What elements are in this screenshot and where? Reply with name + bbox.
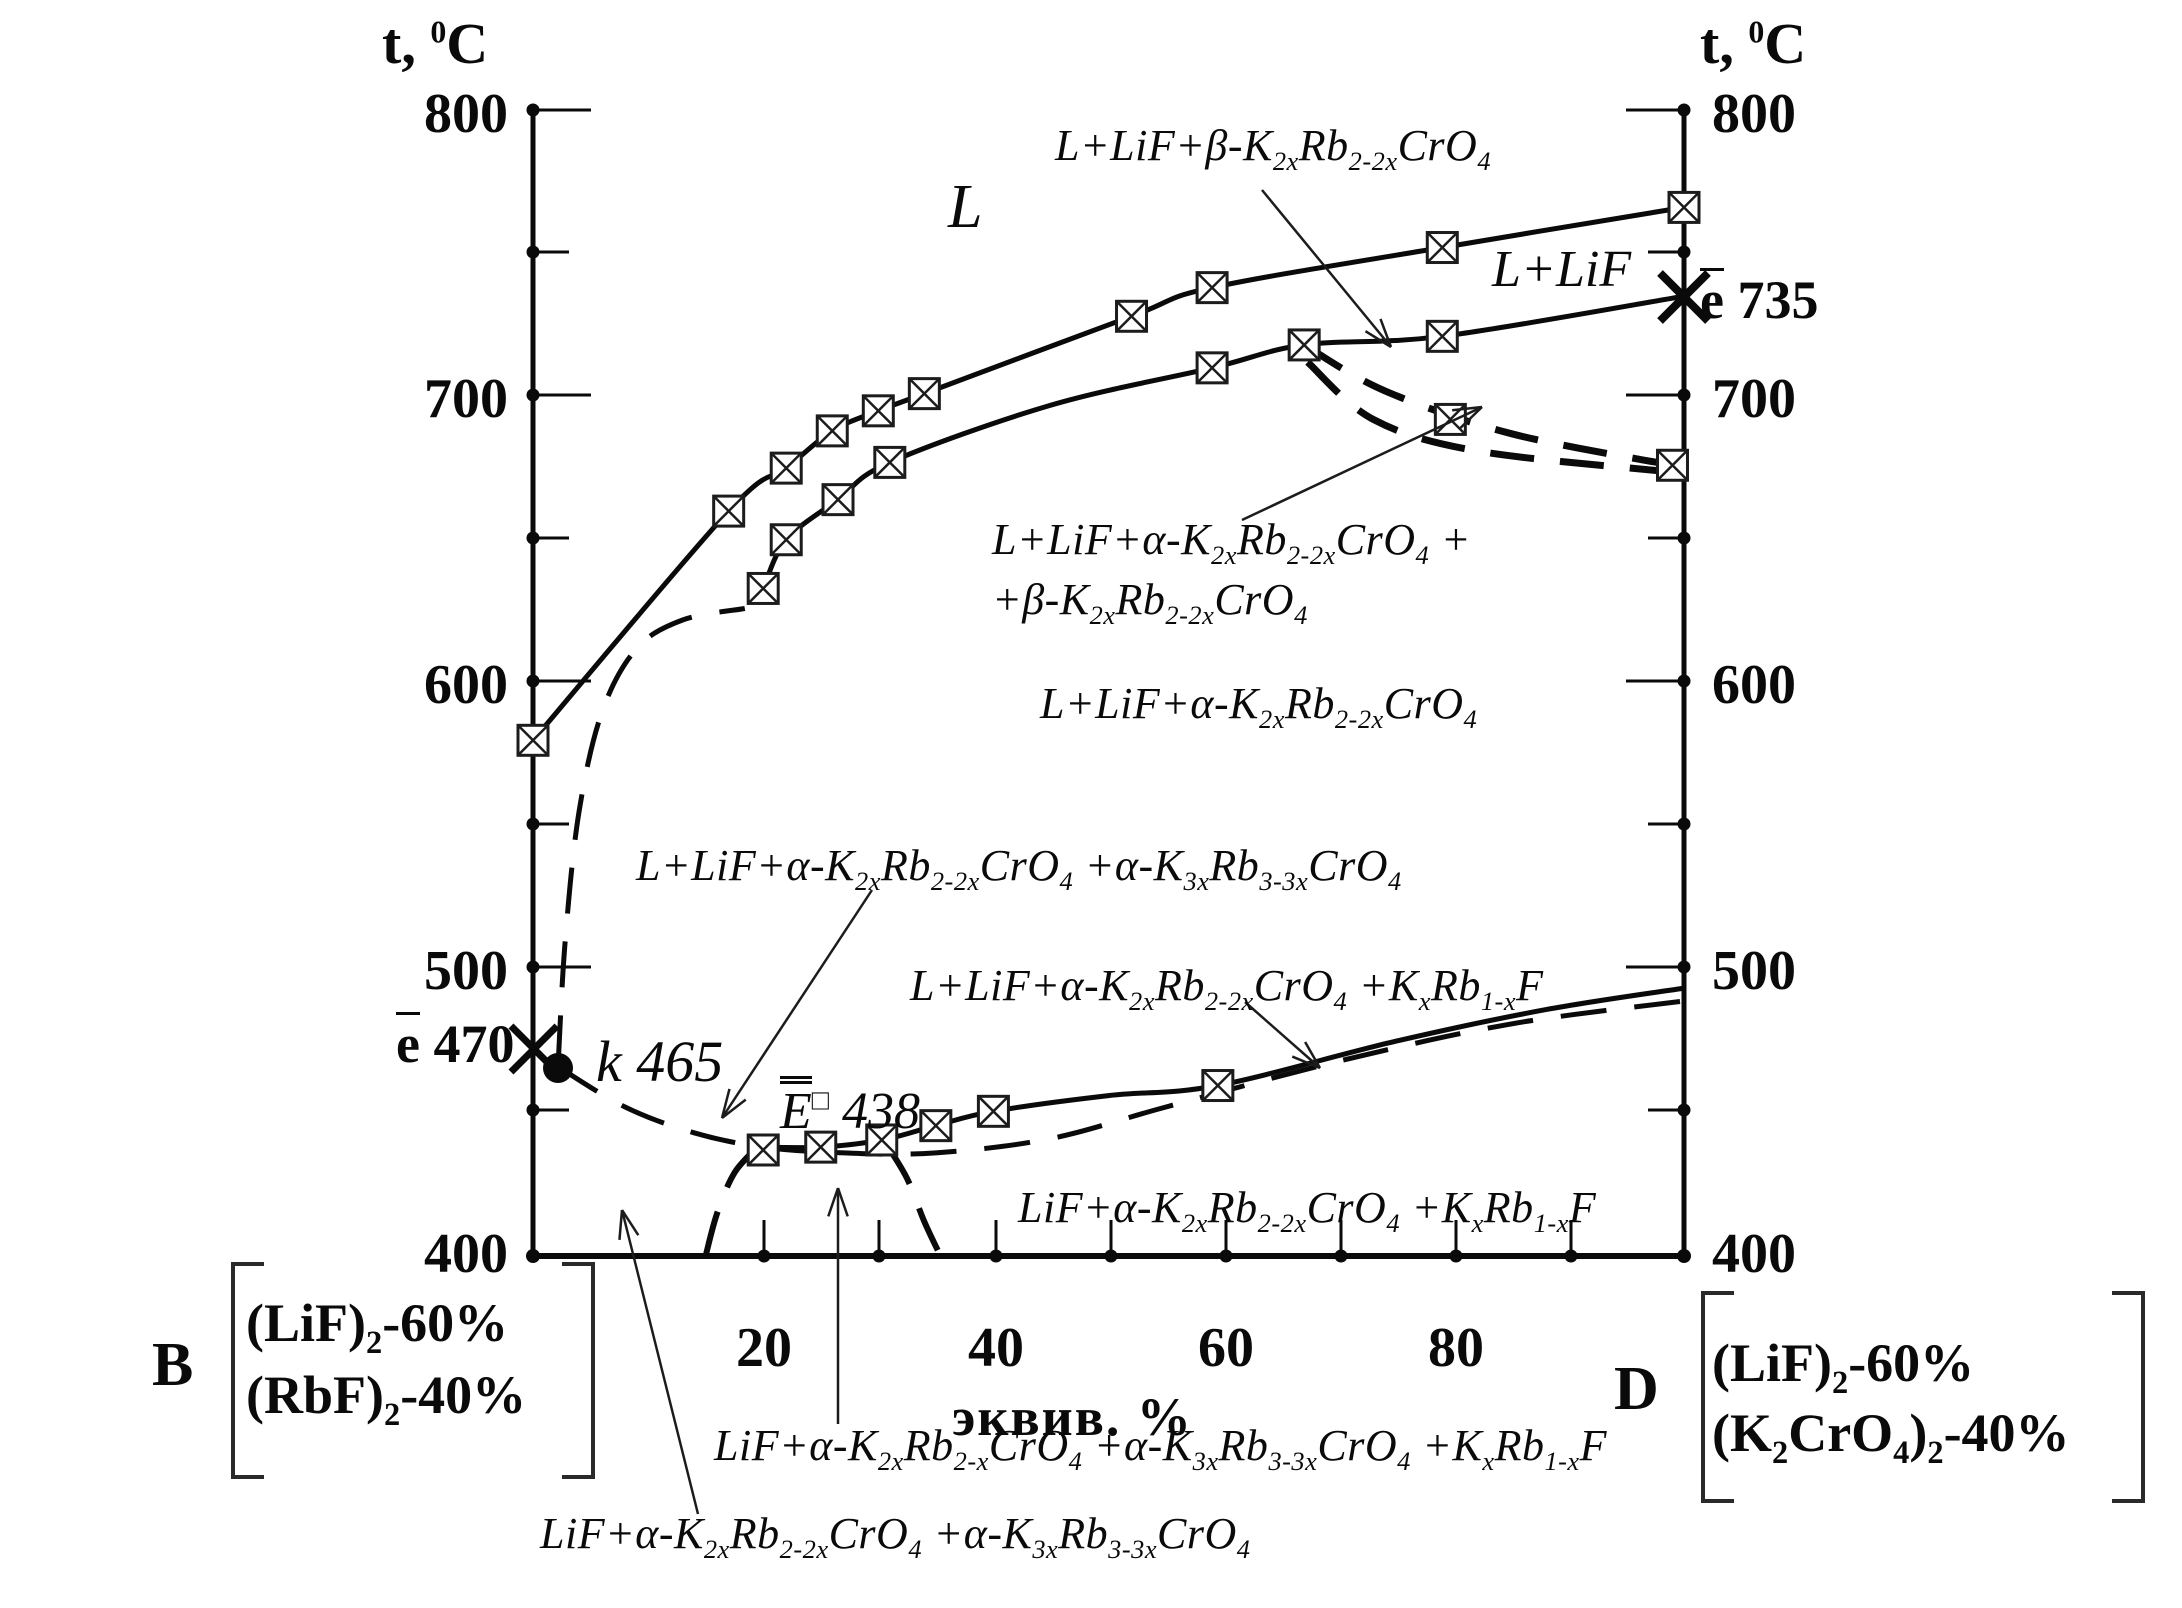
- y-tick-800-left: 800: [424, 83, 508, 145]
- data-point-marker: [1195, 351, 1229, 385]
- y-tick-600-right: 600: [1712, 654, 1796, 716]
- bracket-D-right: [2112, 1291, 2145, 1503]
- k465-dot-marker: [543, 1053, 573, 1083]
- e735-symbol: e: [1700, 268, 1724, 330]
- data-point-marker: [907, 377, 941, 411]
- region-l-lif: L+LiF: [1492, 241, 1632, 298]
- e735-x-marker: [1657, 270, 1711, 324]
- curve-k465-metastable-extension: [555, 606, 746, 1062]
- data-point-marker: [976, 1094, 1010, 1128]
- data-point-marker: [1425, 319, 1459, 353]
- curve-dome-right-arc: [883, 1142, 944, 1258]
- region-liquid: L: [948, 173, 983, 241]
- point-label-e470: e 470: [396, 1012, 514, 1075]
- arrow-twoline-label-to-dashed: [1241, 405, 1483, 522]
- y-tick-500-right: 500: [1712, 940, 1796, 1002]
- data-point-marker: [769, 451, 803, 485]
- phase-boundary-curves: [531, 204, 1685, 1258]
- data-point-marker: [804, 1130, 838, 1164]
- data-point-marker: [1287, 328, 1321, 362]
- region-top: L+LiF+β-K2xRb2-2xCrO4: [1055, 121, 1492, 176]
- data-point-marker: [746, 1133, 780, 1167]
- endmember-D-letter: D: [1614, 1355, 1659, 1423]
- data-point-marker: [1667, 190, 1701, 224]
- region-sub-solidus: LiF+α-K2xRb2-2xCrO4 +KxRb1-xF: [1018, 1183, 1597, 1238]
- region-two-line-2: +β-K2xRb2-2xCrO4: [992, 575, 1308, 630]
- data-point-marker: [1201, 1069, 1235, 1103]
- data-point-marker: [815, 414, 849, 448]
- point-label-E438: E□ 438: [780, 1076, 920, 1141]
- y-tick-700-left: 700: [424, 368, 508, 430]
- y-tick-400-left: 400: [424, 1223, 508, 1285]
- region-mid3: L+LiF+α-K2xRb2-2xCrO4 +KxRb1-xF: [910, 961, 1544, 1016]
- annotation-arrows: [618, 189, 1483, 1515]
- x-tick-40: 40: [968, 1317, 1024, 1379]
- data-point-marker: [861, 394, 895, 428]
- region-mid2: L+LiF+α-K2xRb2-2xCrO4 +α-K3xRb3-3xCrO4: [636, 841, 1402, 896]
- endmember-B-line1: (LiF)2-60%: [246, 1293, 509, 1361]
- region-bottom2: LiF+α-K2xRb2-2xCrO4 +α-K3xRb3-3xCrO4: [540, 1509, 1251, 1564]
- data-point-marker: [1115, 299, 1149, 333]
- y-tick-400-right: 400: [1712, 1223, 1796, 1285]
- e470-value: 470: [433, 1014, 515, 1074]
- e470-symbol: e: [396, 1012, 420, 1074]
- arrow-mid2-label-to-region: [720, 889, 874, 1119]
- curve-beta-alpha-boundary-upper: [1302, 341, 1674, 469]
- y-tick-800-right: 800: [1712, 83, 1796, 145]
- endmember-B-letter: B: [152, 1331, 194, 1399]
- bracket-B-left: [231, 1262, 264, 1479]
- data-point-marker: [516, 723, 550, 757]
- curve-solidus-dashed: [557, 998, 1685, 1157]
- y-tick-600-left: 600: [424, 654, 508, 716]
- curve-beta-alpha-boundary-lower: [1305, 359, 1662, 475]
- arrow-bottom1-label-to-dome: [827, 1187, 849, 1424]
- data-point-marker: [1425, 231, 1459, 265]
- endmember-D-line1: (LiF)2-60%: [1712, 1333, 1975, 1401]
- data-point-marker: [865, 1123, 899, 1157]
- data-point-marker: [1195, 271, 1229, 305]
- arrow-top-label-to-curve: [1261, 189, 1393, 349]
- endmember-D-line2: (K2CrO4)2-40%: [1712, 1403, 2070, 1471]
- data-point-marker: [1655, 448, 1689, 482]
- bracket-D-left: [1701, 1291, 1734, 1503]
- y-tick-700-right: 700: [1712, 368, 1796, 430]
- data-point-markers: [516, 190, 1701, 1167]
- arrow-mid3-label-to-curve: [1244, 1001, 1322, 1070]
- region-bottom1: LiF+α-K2xRb2-xCrO4 +α-K3xRb3-3xCrO4 +KxR…: [714, 1421, 1608, 1476]
- point-label-k465: k 465: [596, 1029, 724, 1094]
- E438-symbol: E: [780, 1076, 812, 1138]
- composition-brackets: [231, 1262, 2145, 1503]
- data-point-marker: [873, 445, 907, 479]
- bracket-B-right: [562, 1262, 595, 1479]
- arrow-bottom2-label-to-region: [618, 1209, 700, 1515]
- point-label-e735: e 735: [1700, 268, 1818, 331]
- y-axis-title-left: t, 0C: [382, 11, 489, 76]
- region-mid: L+LiF+α-K2xRb2-2xCrO4: [1040, 679, 1478, 734]
- E438-square-icon: □: [811, 1085, 830, 1117]
- endmember-B-line2: (RbF)2-40%: [246, 1365, 527, 1433]
- e735-value: 735: [1737, 270, 1819, 330]
- data-point-marker: [746, 571, 780, 605]
- data-point-marker: [712, 494, 746, 528]
- y-axis-title-right: t, 0C: [1700, 11, 1807, 76]
- data-point-marker: [919, 1109, 953, 1143]
- invariant-points: [508, 270, 1711, 1083]
- x-axis-title: эквив. %: [952, 1387, 1193, 1447]
- axis-ticks: [526, 103, 1691, 1263]
- data-point-marker: [821, 483, 855, 517]
- E438-value: 438: [842, 1083, 921, 1140]
- x-tick-60: 60: [1198, 1317, 1254, 1379]
- x-tick-20: 20: [736, 1317, 792, 1379]
- x-tick-80: 80: [1428, 1317, 1484, 1379]
- data-point-marker: [769, 523, 803, 557]
- region-two-line-1: L+LiF+α-K2xRb2-2xCrO4 +: [992, 515, 1471, 570]
- y-tick-500-left: 500: [424, 940, 508, 1002]
